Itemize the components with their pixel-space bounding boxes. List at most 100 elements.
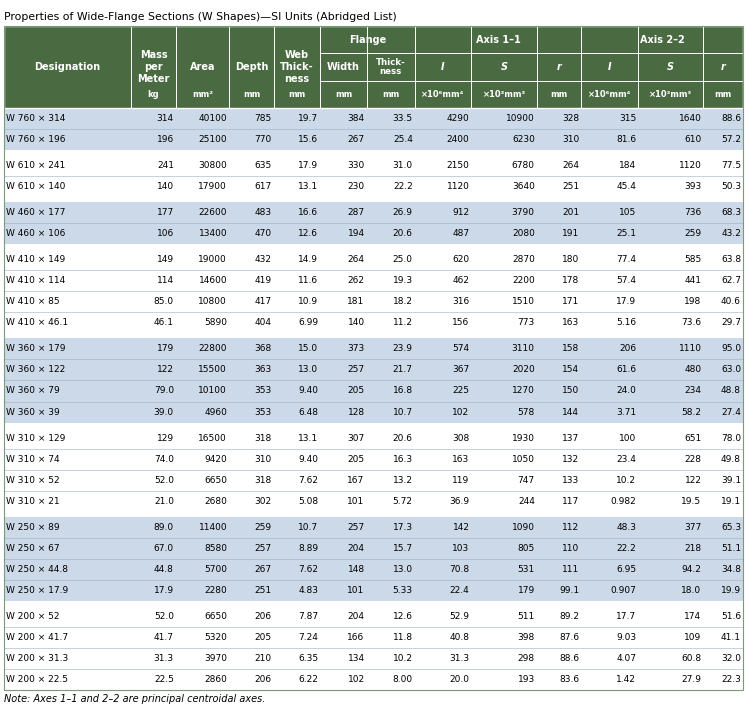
Text: 7.62: 7.62 <box>298 476 318 485</box>
Text: 193: 193 <box>518 675 535 684</box>
Text: mm: mm <box>243 90 260 99</box>
Text: 251: 251 <box>562 182 580 191</box>
Text: r: r <box>557 62 562 72</box>
Text: 14.9: 14.9 <box>298 256 318 264</box>
Text: 19000: 19000 <box>199 256 227 264</box>
Text: Axis 1–1: Axis 1–1 <box>476 35 521 45</box>
Text: 27.9: 27.9 <box>681 675 701 684</box>
Bar <box>4 517 743 601</box>
Text: 114: 114 <box>157 276 174 285</box>
Text: 11400: 11400 <box>199 523 227 532</box>
Text: 8.00: 8.00 <box>393 675 413 684</box>
Text: ×10³mm³: ×10³mm³ <box>649 90 692 99</box>
Text: 267: 267 <box>347 135 365 144</box>
Text: 5.72: 5.72 <box>393 497 413 506</box>
Text: 206: 206 <box>619 344 636 354</box>
Text: 6.35: 6.35 <box>298 654 318 663</box>
Text: 83.6: 83.6 <box>560 675 580 684</box>
Text: mm: mm <box>551 90 568 99</box>
Text: 79.0: 79.0 <box>154 386 174 395</box>
Text: 373: 373 <box>347 344 365 354</box>
Text: 52.9: 52.9 <box>450 612 469 621</box>
Text: 177: 177 <box>157 208 174 217</box>
Text: 287: 287 <box>347 208 365 217</box>
Text: 16.3: 16.3 <box>393 454 413 464</box>
Text: 620: 620 <box>453 256 469 264</box>
Text: 21.0: 21.0 <box>154 497 174 506</box>
Text: 102: 102 <box>453 408 469 417</box>
Text: 15.7: 15.7 <box>393 544 413 553</box>
Text: 31.0: 31.0 <box>393 161 413 170</box>
Text: kg: kg <box>148 90 159 99</box>
Text: 119: 119 <box>452 476 469 485</box>
Bar <box>4 26 743 108</box>
Text: 1090: 1090 <box>512 523 535 532</box>
Text: 225: 225 <box>453 386 469 395</box>
Text: 25.0: 25.0 <box>393 256 413 264</box>
Text: 480: 480 <box>684 366 701 374</box>
Text: 328: 328 <box>562 114 580 123</box>
Text: 8580: 8580 <box>204 544 227 553</box>
Text: 6.95: 6.95 <box>616 564 636 574</box>
Text: 74.0: 74.0 <box>154 454 174 464</box>
Text: 70.8: 70.8 <box>450 564 469 574</box>
Text: 6.48: 6.48 <box>298 408 318 417</box>
Text: 353: 353 <box>255 386 272 395</box>
Text: 574: 574 <box>453 344 469 354</box>
Text: 122: 122 <box>684 476 701 485</box>
Text: 19.5: 19.5 <box>681 497 701 506</box>
Text: 110: 110 <box>562 544 580 553</box>
Text: 259: 259 <box>255 523 272 532</box>
Text: 100: 100 <box>619 434 636 442</box>
Text: 22.2: 22.2 <box>393 182 413 191</box>
Text: W 410 × 85: W 410 × 85 <box>6 297 60 306</box>
Text: 30800: 30800 <box>199 161 227 170</box>
Text: 46.1: 46.1 <box>154 318 174 327</box>
Text: W 200 × 52: W 200 × 52 <box>6 612 60 621</box>
Text: 3110: 3110 <box>512 344 535 354</box>
Text: 101: 101 <box>347 586 365 595</box>
Text: 78.0: 78.0 <box>721 434 741 442</box>
Text: 89.0: 89.0 <box>154 523 174 532</box>
Bar <box>4 155 743 197</box>
Text: 33.5: 33.5 <box>393 114 413 123</box>
Text: 6.99: 6.99 <box>298 318 318 327</box>
Text: 12.6: 12.6 <box>298 229 318 239</box>
Text: 140: 140 <box>157 182 174 191</box>
Text: 206: 206 <box>255 612 272 621</box>
Text: 11.6: 11.6 <box>298 276 318 285</box>
Text: W 460 × 177: W 460 × 177 <box>6 208 66 217</box>
Text: 57.4: 57.4 <box>616 276 636 285</box>
Text: Width: Width <box>327 62 360 72</box>
Text: 7.24: 7.24 <box>298 633 318 642</box>
Text: W 250 × 44.8: W 250 × 44.8 <box>6 564 68 574</box>
Text: 22.5: 22.5 <box>154 675 174 684</box>
Bar <box>4 427 743 512</box>
Text: 3790: 3790 <box>512 208 535 217</box>
Text: Web
Thick-
ness: Web Thick- ness <box>280 50 314 84</box>
Text: 1120: 1120 <box>447 182 469 191</box>
Text: 257: 257 <box>255 544 272 553</box>
Text: 158: 158 <box>562 344 580 354</box>
Bar <box>4 26 743 108</box>
Text: 149: 149 <box>157 256 174 264</box>
Text: 179: 179 <box>518 586 535 595</box>
Text: 419: 419 <box>255 276 272 285</box>
Text: 11.2: 11.2 <box>393 318 413 327</box>
Text: 105: 105 <box>619 208 636 217</box>
Text: 40.8: 40.8 <box>450 633 469 642</box>
Text: 736: 736 <box>684 208 701 217</box>
Text: Properties of Wide-Flange Sections (W Shapes)—SI Units (Abridged List): Properties of Wide-Flange Sections (W Sh… <box>4 12 397 22</box>
Text: 302: 302 <box>255 497 272 506</box>
Text: 85.0: 85.0 <box>154 297 174 306</box>
Text: 68.3: 68.3 <box>721 208 741 217</box>
Text: 62.7: 62.7 <box>721 276 741 285</box>
Text: 17900: 17900 <box>199 182 227 191</box>
Text: 14600: 14600 <box>199 276 227 285</box>
Text: 22800: 22800 <box>199 344 227 354</box>
Text: 5.33: 5.33 <box>393 586 413 595</box>
Text: 40100: 40100 <box>199 114 227 123</box>
Text: 40.6: 40.6 <box>721 297 741 306</box>
Text: 24.0: 24.0 <box>616 386 636 395</box>
Text: 19.9: 19.9 <box>721 586 741 595</box>
